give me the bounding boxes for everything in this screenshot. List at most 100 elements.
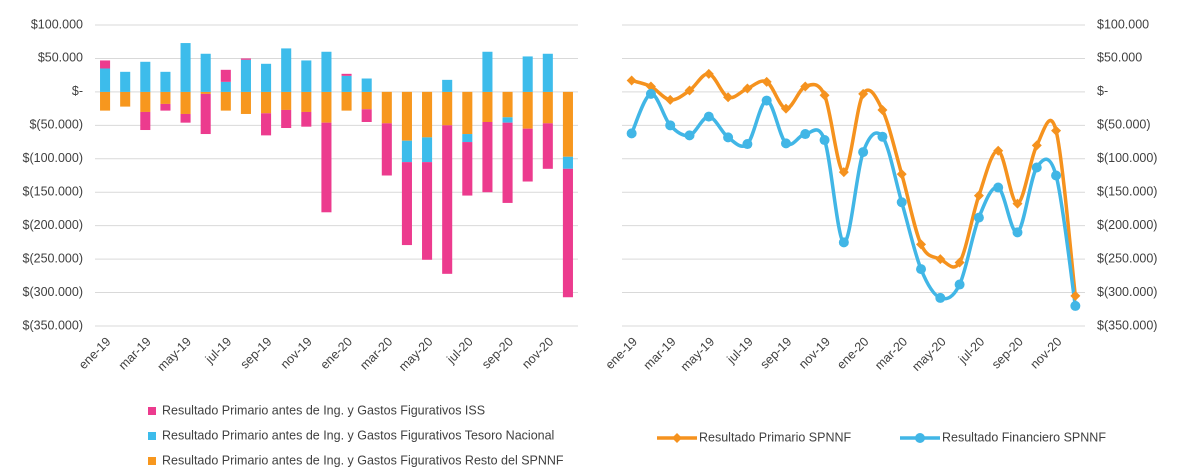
marker bbox=[703, 111, 714, 122]
legend-marker bbox=[915, 433, 925, 443]
marker bbox=[954, 279, 965, 290]
x-tick-label: sep-20 bbox=[479, 335, 516, 372]
bar-segment bbox=[200, 93, 211, 135]
marker bbox=[645, 88, 656, 99]
legend-label: Resultado Primario antes de Ing. y Gasto… bbox=[162, 403, 485, 417]
y-tick-label: $- bbox=[1097, 84, 1108, 98]
bar-segment bbox=[401, 162, 412, 246]
bar-segment bbox=[281, 109, 292, 129]
bar-segment bbox=[321, 51, 332, 92]
bar-segment bbox=[321, 91, 332, 123]
bar-segment bbox=[502, 122, 513, 203]
bar-segment bbox=[261, 63, 272, 92]
marker bbox=[800, 81, 811, 92]
x-tick-label: mar-20 bbox=[357, 335, 395, 373]
x-tick-label: ene-19 bbox=[76, 335, 113, 372]
bar-segment bbox=[120, 91, 131, 107]
legend-label: Resultado Financiero SPNNF bbox=[942, 430, 1106, 444]
marker bbox=[819, 135, 830, 146]
bar-segment bbox=[281, 48, 292, 92]
y-tick-label: $(50.000) bbox=[29, 118, 83, 132]
bar-segment bbox=[180, 113, 191, 123]
marker bbox=[626, 128, 637, 139]
bar-segment bbox=[160, 71, 171, 92]
y-tick-label: $(250.000) bbox=[1097, 251, 1157, 265]
marker bbox=[645, 81, 656, 92]
x-tick-label: ene-19 bbox=[603, 335, 640, 372]
legend-swatch bbox=[148, 407, 156, 415]
marker bbox=[1031, 162, 1042, 173]
x-tick-label: ene-20 bbox=[834, 335, 871, 372]
bar-segment bbox=[522, 91, 533, 129]
y-tick-label: $(350.000) bbox=[23, 318, 83, 332]
marker bbox=[626, 75, 637, 86]
y-tick-label: $50.000 bbox=[38, 51, 83, 65]
x-tick-label: nov-19 bbox=[796, 335, 833, 372]
bar-segment bbox=[261, 91, 272, 114]
marker bbox=[858, 88, 869, 99]
bar-segment bbox=[361, 78, 372, 92]
x-tick-label: mar-19 bbox=[641, 335, 679, 373]
bar-segment bbox=[200, 91, 211, 94]
bar-segment bbox=[562, 168, 573, 298]
legend-label: Resultado Primario antes de Ing. y Gasto… bbox=[162, 453, 564, 467]
marker bbox=[1051, 170, 1062, 181]
x-tick-label: mar-19 bbox=[116, 335, 154, 373]
marker bbox=[973, 212, 984, 223]
marker bbox=[742, 83, 753, 94]
marker bbox=[993, 182, 1004, 193]
bar-segment bbox=[180, 43, 191, 92]
bar-segment bbox=[240, 58, 251, 60]
y-tick-label: $(350.000) bbox=[1097, 318, 1157, 332]
y-tick-label: $(150.000) bbox=[1097, 185, 1157, 199]
bar-segment bbox=[462, 134, 473, 143]
marker bbox=[665, 120, 676, 131]
bar-segment bbox=[240, 59, 251, 92]
bar-segment bbox=[462, 91, 473, 135]
bar-segment bbox=[401, 140, 412, 163]
marker bbox=[703, 68, 714, 79]
bar-segment bbox=[140, 91, 151, 112]
marker bbox=[742, 139, 753, 150]
marker bbox=[896, 197, 907, 208]
bar-segment bbox=[341, 73, 352, 76]
marker bbox=[819, 90, 830, 101]
x-tick-label: mar-20 bbox=[872, 335, 910, 373]
marker bbox=[723, 132, 734, 143]
bar-segment bbox=[220, 69, 231, 82]
bar-segment bbox=[301, 91, 312, 112]
bar-segment bbox=[562, 156, 573, 169]
x-tick-label: jul-20 bbox=[955, 335, 987, 367]
bar-segment bbox=[341, 91, 352, 111]
bar-segment bbox=[542, 53, 553, 92]
x-tick-label: nov-20 bbox=[1028, 335, 1065, 372]
x-tick-label: ene-20 bbox=[318, 335, 355, 372]
bar-segment bbox=[542, 123, 553, 169]
bar-segment bbox=[422, 162, 433, 260]
marker bbox=[993, 145, 1004, 156]
y-tick-label: $100.000 bbox=[31, 17, 83, 31]
x-tick-label: jul-19 bbox=[202, 335, 234, 367]
marker bbox=[761, 95, 772, 106]
y-tick-label: $(200.000) bbox=[23, 218, 83, 232]
bar-segment bbox=[160, 91, 171, 104]
bar-segment bbox=[100, 60, 111, 69]
bar-segment bbox=[341, 75, 352, 92]
bar-segment bbox=[401, 91, 412, 141]
marker bbox=[723, 92, 734, 103]
y-tick-label: $(250.000) bbox=[23, 251, 83, 265]
marker bbox=[780, 138, 791, 149]
bar-segment bbox=[361, 109, 372, 122]
bar-segment bbox=[261, 113, 272, 136]
bar-segment bbox=[482, 121, 493, 193]
bar-segment bbox=[220, 91, 231, 111]
y-tick-label: $50.000 bbox=[1097, 51, 1142, 65]
y-tick-label: $(100.000) bbox=[1097, 151, 1157, 165]
marker bbox=[973, 190, 984, 201]
marker bbox=[838, 237, 849, 248]
marker bbox=[954, 257, 965, 268]
x-tick-label: sep-19 bbox=[238, 335, 275, 372]
x-tick-label: sep-19 bbox=[757, 335, 794, 372]
marker bbox=[1012, 198, 1023, 209]
